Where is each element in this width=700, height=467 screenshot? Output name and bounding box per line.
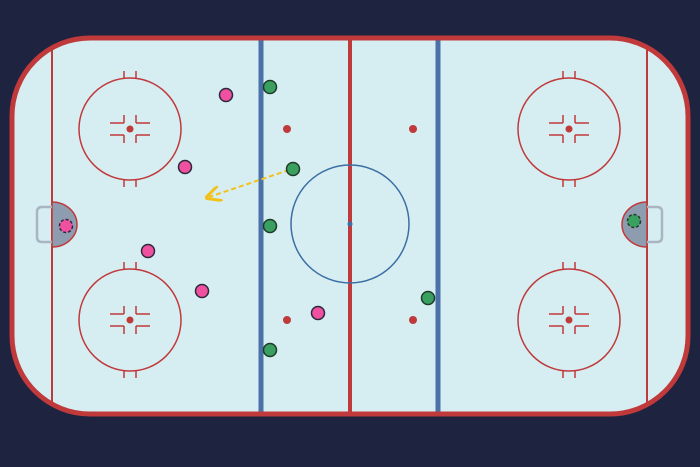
center-dot	[347, 221, 353, 227]
net	[647, 205, 664, 244]
player	[262, 342, 278, 358]
goalie	[58, 218, 74, 234]
player	[140, 243, 156, 259]
player	[262, 218, 278, 234]
faceoff-circles	[78, 70, 621, 379]
goalie	[626, 213, 642, 229]
team-pink	[58, 87, 326, 321]
team-green	[262, 79, 642, 358]
center-circle	[290, 164, 410, 284]
boards	[9, 35, 691, 417]
player	[310, 305, 326, 321]
player	[218, 87, 234, 103]
player	[262, 79, 278, 95]
player	[177, 159, 193, 175]
player	[285, 161, 301, 177]
faceoff-dots	[126, 125, 573, 324]
net	[35, 205, 52, 244]
player	[194, 283, 210, 299]
pass-arrow	[209, 169, 290, 197]
player	[420, 290, 436, 306]
